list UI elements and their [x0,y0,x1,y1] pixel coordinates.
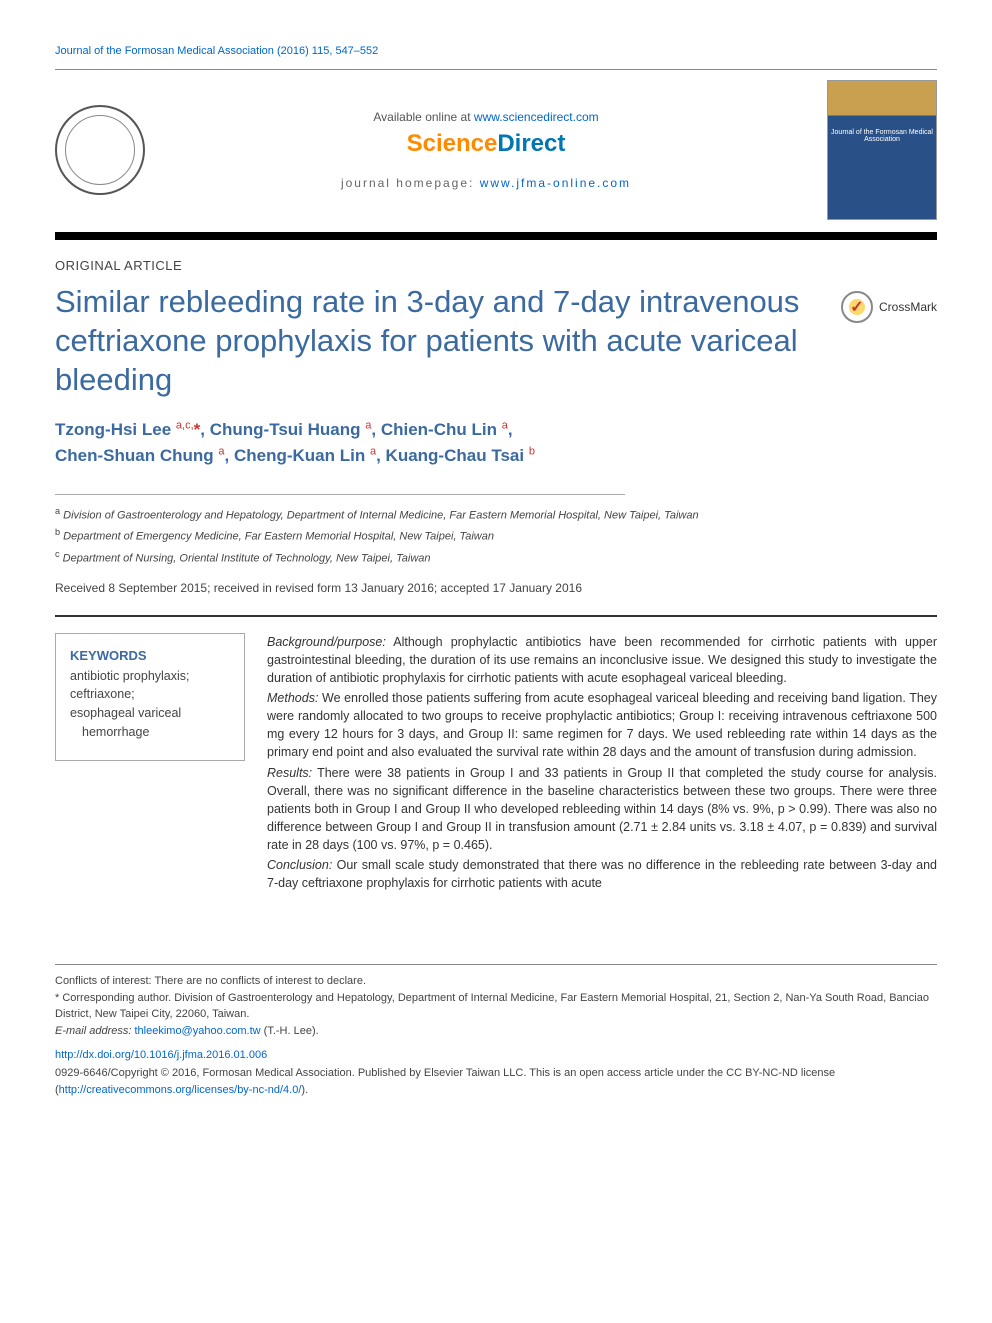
homepage-link[interactable]: www.jfma-online.com [480,176,631,190]
abstract-text: Background/purpose: Although prophylacti… [245,617,937,895]
thick-rule [55,232,937,240]
sciencedirect-link[interactable]: www.sciencedirect.com [474,110,599,124]
keywords-list: antibiotic prophylaxis; ceftriaxone; eso… [70,667,230,742]
email-suffix: (T.-H. Lee). [261,1025,319,1037]
keyword-item: ceftriaxone; [70,685,230,704]
author: Cheng-Kuan Lin a [234,446,376,465]
abstract-results-label: Results: [267,766,312,780]
abstract-methods: We enrolled those patients suffering fro… [267,691,937,759]
available-prefix: Available online at [373,110,474,124]
affiliation-rule [55,494,625,495]
copyright: 0929-6646/Copyright © 2016, Formosan Med… [55,1065,937,1098]
keyword-item: esophageal variceal hemorrhage [70,704,230,742]
author: Tzong-Hsi Lee a,c,* [55,420,200,439]
logo-science: Science [407,130,498,157]
affiliation-b: b Department of Emergency Medicine, Far … [55,526,937,545]
footer-rule [55,964,937,965]
abstract-methods-label: Methods: [267,691,318,705]
crossmark-label: CrossMark [879,300,937,314]
cover-title: Journal of the Formosan Medical Associat… [828,129,936,143]
author: Kuang-Chau Tsai b [386,446,535,465]
conflicts-of-interest: Conflicts of interest: There are no conf… [55,973,937,990]
available-online: Available online at www.sciencedirect.co… [160,110,812,124]
keyword-item: antibiotic prophylaxis; [70,667,230,686]
author: Chung-Tsui Huang a [210,420,372,439]
header-row: Available online at www.sciencedirect.co… [55,80,937,220]
crossmark-icon [841,291,873,323]
copyright-suffix: ). [301,1084,308,1096]
article-title: Similar rebleeding rate in 3-day and 7-d… [55,283,821,399]
top-rule [55,69,937,70]
society-seal [55,105,145,195]
abstract-conclusion: Our small scale study demonstrated that … [267,858,937,890]
header-center: Available online at www.sciencedirect.co… [160,110,812,190]
received-dates: Received 8 September 2015; received in r… [55,581,937,595]
license-link[interactable]: http://creativecommons.org/licenses/by-n… [59,1084,302,1096]
homepage-prefix: journal homepage: [341,176,480,190]
doi-link[interactable]: http://dx.doi.org/10.1016/j.jfma.2016.01… [55,1049,937,1061]
affiliation-c: c Department of Nursing, Oriental Instit… [55,548,937,567]
author: Chen-Shuan Chung a [55,446,225,465]
abstract-background-label: Background/purpose: [267,635,386,649]
author: Chien-Chu Lin a [381,420,508,439]
email-line: E-mail address: thleekimo@yahoo.com.tw (… [55,1023,937,1040]
corresponding-author: * Corresponding author. Division of Gast… [55,990,937,1023]
sciencedirect-logo: ScienceDirect [160,130,812,158]
footnotes: Conflicts of interest: There are no conf… [55,973,937,1039]
abstract-results: There were 38 patients in Group I and 33… [267,766,937,853]
keywords-box: KEYWORDS antibiotic prophylaxis; ceftria… [55,633,245,761]
journal-cover-thumbnail: Journal of the Formosan Medical Associat… [827,80,937,220]
abstract-block: KEYWORDS antibiotic prophylaxis; ceftria… [55,615,937,895]
crossmark-widget[interactable]: CrossMark [841,291,937,323]
email-link[interactable]: thleekimo@yahoo.com.tw [134,1025,260,1037]
email-label: E-mail address: [55,1025,134,1037]
authors: Tzong-Hsi Lee a,c,*, Chung-Tsui Huang a,… [55,417,937,468]
article-type: ORIGINAL ARTICLE [55,258,937,273]
keywords-heading: KEYWORDS [70,648,230,663]
affiliation-a: a Division of Gastroenterology and Hepat… [55,505,937,524]
logo-direct: Direct [497,130,565,157]
abstract-conclusion-label: Conclusion: [267,858,332,872]
journal-citation: Journal of the Formosan Medical Associat… [55,45,937,57]
journal-homepage: journal homepage: www.jfma-online.com [160,176,812,190]
